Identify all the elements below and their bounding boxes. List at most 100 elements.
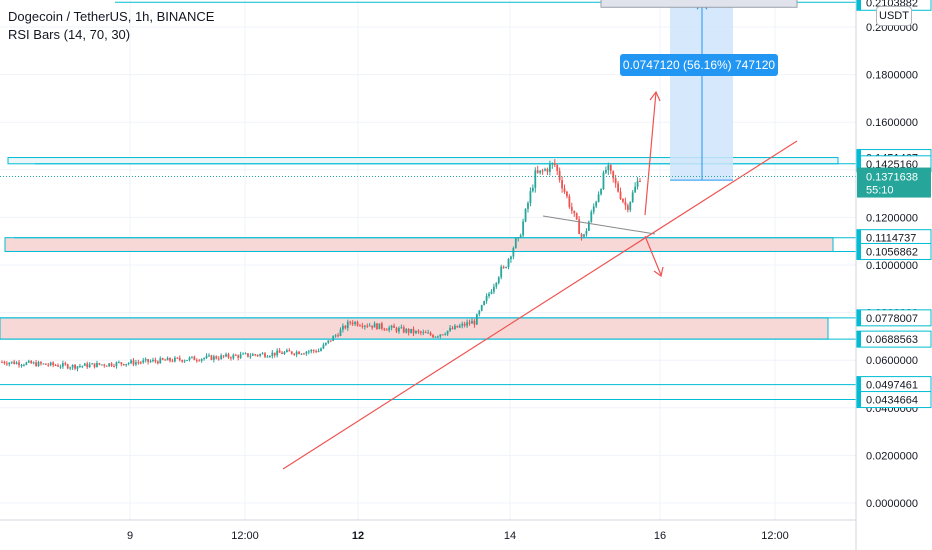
candle-body: [71, 364, 74, 368]
candle-body: [490, 291, 493, 294]
descending-trendline: [542, 215, 656, 235]
candle-body: [617, 183, 619, 192]
candle-body: [505, 266, 507, 268]
candle-body: [164, 359, 167, 361]
candle-body: [322, 344, 325, 349]
candle-body: [195, 360, 198, 362]
price-label: 0.0434664: [866, 395, 918, 407]
candle-body: [59, 366, 62, 368]
candle-body: [3, 361, 6, 364]
symbol-title[interactable]: Dogecoin / TetherUS, 1h, BINANCE: [8, 9, 215, 24]
price-label: 0.2103882: [866, 0, 918, 9]
indicator-label[interactable]: RSI Bars (14, 70, 30): [8, 27, 131, 42]
candle-body: [76, 366, 79, 369]
measure-label-bg: [620, 54, 778, 76]
candle-body: [212, 356, 215, 360]
x-tick-label: 9: [127, 530, 133, 542]
candle-body: [156, 361, 159, 364]
candle-body: [191, 356, 193, 358]
candle-body: [592, 206, 595, 212]
candle-body: [466, 322, 469, 326]
candle-body: [342, 325, 344, 330]
candle-body: [256, 354, 259, 356]
price-axis[interactable]: 0.00000000.02000000.04000000.06000000.08…: [855, 0, 932, 550]
candle-body: [636, 181, 639, 187]
candle-body: [558, 170, 561, 181]
candle-body: [334, 335, 337, 337]
candle-body: [271, 352, 274, 357]
candle-body: [432, 334, 434, 338]
candle-body: [154, 359, 157, 362]
candle-body: [502, 266, 505, 268]
price-label-marker: [857, 309, 861, 326]
candle-body: [120, 362, 123, 364]
candle-body: [327, 340, 330, 343]
currency-button[interactable]: USDT: [876, 6, 912, 26]
candle-body: [439, 334, 442, 337]
candle-body: [210, 355, 213, 360]
candle-body: [417, 330, 420, 332]
candle-body: [500, 266, 503, 278]
candle-body: [96, 363, 98, 368]
candle-body: [607, 164, 610, 171]
candle-body: [507, 259, 510, 267]
candle-body: [147, 359, 150, 362]
candle-body: [378, 323, 381, 330]
candle-body: [368, 325, 371, 327]
candle-body: [295, 351, 298, 355]
candle-body: [622, 199, 624, 202]
candle-body: [130, 360, 132, 364]
candle-body: [137, 362, 140, 364]
candle-body: [514, 238, 517, 249]
candle-body: [93, 363, 96, 368]
candle-body: [208, 355, 210, 357]
candle-body: [198, 360, 201, 362]
candle-body: [8, 362, 11, 365]
candle-body: [329, 340, 332, 342]
x-tick-label: 12: [352, 530, 364, 542]
candle-body: [475, 314, 478, 325]
candle-body: [173, 357, 176, 362]
candle-body: [483, 301, 486, 306]
candle-body: [1, 361, 3, 363]
candle-body: [117, 362, 120, 364]
price-label: 0.0688563: [866, 334, 918, 346]
candle-body: [159, 358, 162, 364]
candle-body: [247, 353, 249, 357]
x-tick-label: 12:00: [231, 530, 259, 542]
candle-body: [268, 356, 271, 358]
candle-body: [602, 172, 605, 190]
time-axis[interactable]: 9 12:00 12 14 16 12:00: [0, 519, 856, 542]
candle-body: [232, 354, 235, 359]
candle-body: [573, 210, 576, 214]
candle-body: [332, 336, 335, 341]
candle-body: [83, 363, 86, 366]
measure-label: 0.0747120 (56.16%) 747120: [623, 58, 775, 72]
candle-body: [205, 355, 208, 359]
candle-body: [122, 363, 125, 366]
candle-body: [300, 353, 303, 355]
candle-body: [144, 359, 147, 361]
candle-body: [522, 221, 525, 236]
candle-body: [86, 363, 89, 368]
candle-body: [91, 363, 93, 365]
candle-body: [276, 350, 279, 356]
candle-body: [149, 361, 152, 363]
candle-body: [40, 362, 42, 364]
candle-body: [546, 169, 549, 172]
countdown-label: 55:10: [866, 185, 894, 197]
candle-body: [315, 351, 318, 353]
candle-body: [200, 358, 203, 361]
y-tick-label: 0.0000000: [866, 498, 918, 510]
candle-body: [49, 362, 52, 366]
candle-body: [441, 334, 444, 336]
breakout-arrowhead: [649, 90, 661, 102]
candle-body: [463, 323, 466, 326]
candle-body: [288, 350, 291, 352]
candle-body: [47, 364, 50, 366]
candle-body: [222, 355, 225, 357]
candle-body: [110, 363, 113, 366]
candle-body: [624, 201, 627, 206]
candle-body: [57, 365, 59, 367]
